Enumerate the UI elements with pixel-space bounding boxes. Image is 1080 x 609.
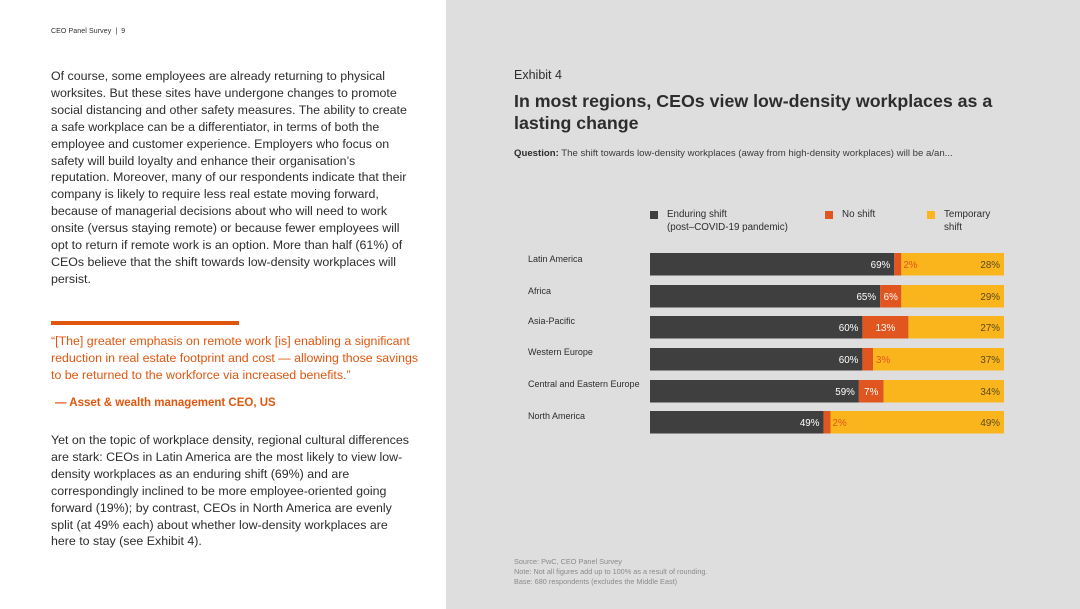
bar-temporary-latin-america — [901, 253, 1004, 276]
header-separator: | — [115, 28, 118, 35]
category-label-western-europe: Western Europe — [528, 347, 593, 357]
body-paragraph-1: Of course, some employees are already re… — [51, 69, 407, 286]
bar-enduring-asia-pacific — [650, 316, 863, 339]
quote-attribution: — Asset & wealth management CEO, US — [55, 397, 276, 409]
footnotes: Source: PwC, CEO Panel Survey Note: Not … — [514, 557, 708, 587]
legend-label-no-shift: No shift — [842, 209, 876, 220]
question-text: The shift towards low-density workplaces… — [561, 148, 953, 159]
bar-enduring-north-america — [650, 411, 824, 434]
body-paragraph-2: Yet on the topic of workplace density, r… — [51, 433, 409, 549]
bar-no-shift-africa — [880, 285, 902, 308]
exhibit-title: In most regions, CEOs view low-density w… — [514, 91, 993, 133]
legend-temporary-line1: Temporary — [944, 209, 991, 220]
bar-no-shift-north-america — [823, 411, 831, 434]
value-label-temporary-western-europe: 37% — [980, 355, 1000, 366]
value-label-enduring-north-america: 49% — [800, 418, 820, 429]
legend-swatch-temporary — [927, 211, 935, 219]
footnote-source: Source: PwC, CEO Panel Survey — [514, 557, 622, 566]
legend-label-temporary: Temporary shift — [944, 209, 990, 234]
legend-label-enduring: Enduring shift (post–COVID-19 pandemic) — [667, 209, 788, 234]
value-label-temporary-central-and-eastern-europe: 34% — [980, 387, 1000, 398]
value-label-temporary-latin-america: 28% — [980, 260, 1000, 271]
bar-no-shift-central-and-eastern-europe — [858, 380, 884, 403]
bar-no-shift-asia-pacific — [862, 316, 909, 339]
value-label-no-shift-asia-pacific: 13% — [876, 323, 896, 334]
footnote-note: Note: Not all figures add up to 100% as … — [514, 567, 708, 576]
page-header: CEO Panel Survey | 9 — [51, 28, 125, 35]
bar-no-shift-western-europe — [862, 348, 874, 371]
left-panel: CEO Panel Survey | 9 Of course, some emplo… — [0, 0, 446, 609]
value-label-enduring-central-and-eastern-europe: 59% — [835, 387, 855, 398]
page-number: 9 — [121, 28, 126, 35]
value-label-enduring-western-europe: 60% — [839, 355, 859, 366]
category-label-central-and-eastern-europe: Central and Eastern Europe — [528, 379, 640, 389]
question-label: Question: — [514, 148, 559, 159]
footnote-base: Base: 680 respondents (excludes the Midd… — [514, 577, 678, 586]
value-label-enduring-africa: 65% — [856, 292, 876, 303]
value-label-enduring-asia-pacific: 60% — [839, 323, 859, 334]
exhibit-label: Exhibit 4 — [514, 68, 562, 82]
quote-rule — [51, 321, 239, 325]
value-label-no-shift-latin-america: 2% — [903, 260, 917, 271]
value-label-no-shift-central-and-eastern-europe: 7% — [864, 387, 878, 398]
survey-question: Question: The shift towards low-density … — [514, 148, 1034, 159]
legend-enduring-line1: Enduring shift — [667, 209, 727, 220]
value-label-enduring-latin-america: 69% — [871, 260, 891, 271]
bar-enduring-latin-america — [650, 253, 895, 276]
bar-enduring-africa — [650, 285, 881, 308]
bar-enduring-western-europe — [650, 348, 863, 371]
value-label-temporary-africa: 29% — [980, 292, 1000, 303]
bar-temporary-western-europe — [873, 348, 1004, 371]
legend-swatch-enduring — [650, 211, 658, 219]
value-label-no-shift-western-europe: 3% — [876, 355, 890, 366]
category-label-asia-pacific: Asia-Pacific — [528, 316, 576, 326]
bar-temporary-central-and-eastern-europe — [883, 380, 1004, 403]
pull-quote: “[The] greater emphasis on remote work [… — [51, 334, 419, 382]
category-label-north-america: North America — [528, 411, 585, 421]
legend-enduring-line2: (post–COVID-19 pandemic) — [667, 221, 788, 233]
bar-enduring-central-and-eastern-europe — [650, 380, 859, 403]
value-label-temporary-asia-pacific: 27% — [980, 323, 1000, 334]
legend-temporary-line2: shift — [944, 221, 962, 233]
value-label-no-shift-africa: 6% — [884, 292, 898, 303]
value-label-no-shift-north-america: 2% — [833, 418, 847, 429]
category-label-latin-america: Latin America — [528, 254, 583, 264]
report-title: CEO Panel Survey — [51, 28, 112, 35]
bar-temporary-north-america — [830, 411, 1004, 434]
legend-swatch-no-shift — [825, 211, 833, 219]
bar-temporary-asia-pacific — [908, 316, 1004, 339]
bar-temporary-africa — [901, 285, 1004, 308]
value-label-temporary-north-america: 49% — [980, 418, 1000, 429]
category-label-africa: Africa — [528, 286, 551, 296]
bar-no-shift-latin-america — [894, 253, 902, 276]
